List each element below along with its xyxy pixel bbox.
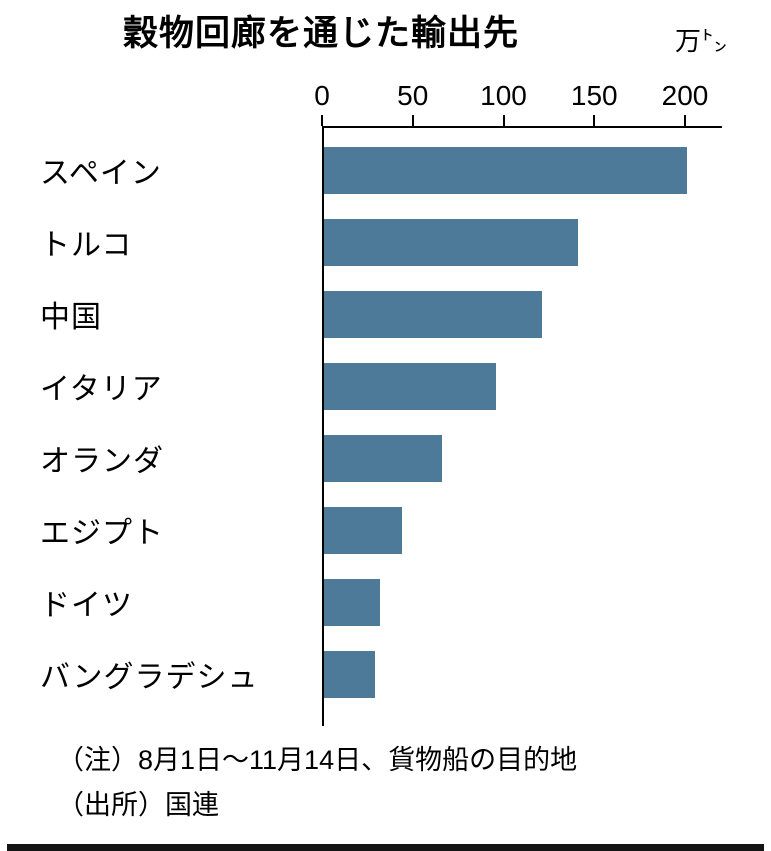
category-label: ドイツ [40, 589, 133, 622]
category-label: オランダ [40, 445, 164, 478]
bar-track [322, 638, 771, 710]
x-axis-line [322, 126, 722, 128]
chart-header: 穀物回廊を通じた輸出先 万㌧ [0, 0, 771, 70]
x-tick-label: 200 [661, 80, 709, 111]
note-line: （注）8月1日～11月14日、貨物船の目的地 [57, 745, 578, 775]
bar-row: スペイン [0, 134, 771, 206]
x-tick-mark [502, 115, 505, 126]
x-tick-label: 50 [397, 80, 429, 111]
category-label: スペイン [40, 157, 162, 190]
bar-row: イタリア [0, 350, 771, 422]
bar-row: バングラデシュ [0, 638, 771, 710]
bar [324, 290, 542, 338]
x-tick-mark [411, 115, 414, 126]
bar [324, 434, 442, 482]
bar-row: 中国 [0, 278, 771, 350]
chart-title: 穀物回廊を通じた輸出先 [123, 14, 520, 53]
category-label: 中国 [40, 301, 102, 334]
bar-track [322, 422, 771, 494]
bar [324, 362, 497, 410]
bottom-divider [7, 844, 764, 851]
x-tick-label: 150 [570, 80, 618, 111]
x-tick-label: 100 [480, 80, 527, 111]
bar [324, 650, 375, 698]
category-label: トルコ [40, 229, 133, 262]
bar-row: オランダ [0, 422, 771, 494]
bar [324, 218, 579, 266]
y-axis-line [322, 126, 324, 726]
source-line: （出所）国連 [57, 789, 219, 820]
category-label: エジプト [40, 517, 164, 550]
bar-track [322, 566, 771, 638]
x-axis: 0 50 100 150 200 [314, 70, 771, 126]
bar [324, 146, 687, 194]
bar [324, 506, 403, 554]
bar-chart: 0 50 100 150 200 スペイントルコ中国イタリアオランダエジプトドイツバング… [0, 70, 771, 726]
category-label: イタリア [40, 373, 163, 406]
x-tick-label: 0 [314, 80, 330, 111]
bar-track [322, 350, 771, 422]
bar-track [322, 134, 771, 206]
chart-notes: （注）8月1日～11月14日、貨物船の目的地 （出所）国連 [57, 738, 771, 827]
x-tick-mark [321, 115, 323, 126]
bar-track [322, 494, 771, 566]
bar-row: トルコ [0, 206, 771, 278]
bar [324, 578, 381, 626]
x-tick-mark [684, 115, 686, 126]
category-label: バングラデシュ [40, 661, 259, 694]
bar-row: ドイツ [0, 566, 771, 638]
bar-row: エジプト [0, 494, 771, 566]
unit-label: 万㌧ [674, 26, 727, 56]
bar-track [322, 206, 771, 278]
bar-track [322, 278, 771, 350]
x-tick-mark [593, 115, 596, 126]
plot-area: スペイントルコ中国イタリアオランダエジプトドイツバングラデシュ [0, 128, 771, 726]
